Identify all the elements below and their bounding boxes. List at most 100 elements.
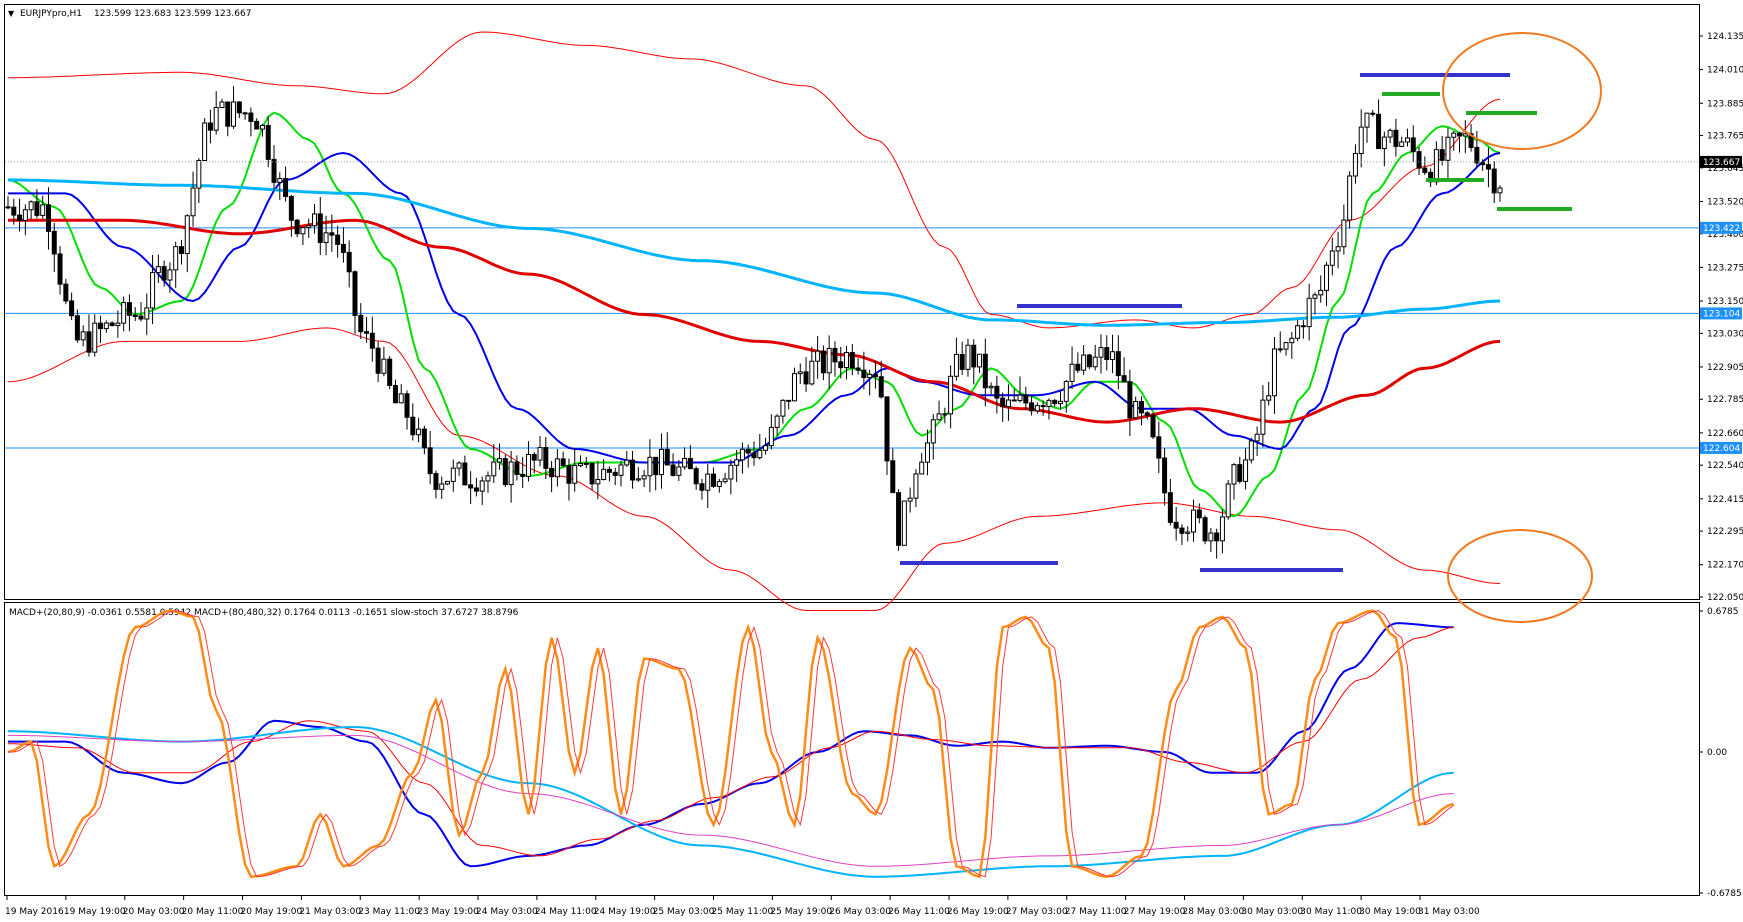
candle-body-bull xyxy=(381,358,387,374)
candle xyxy=(126,294,132,332)
price-tick-label: 122.660 xyxy=(1707,429,1743,439)
candle xyxy=(977,353,983,373)
candle xyxy=(225,101,231,137)
candle xyxy=(1358,109,1364,168)
candle-body-bull xyxy=(1329,250,1335,266)
candle xyxy=(641,470,647,488)
indicator-line-macd-fast-signal xyxy=(7,626,1454,857)
price-tick-label: 122.540 xyxy=(1707,461,1743,471)
time-tick-label: 23 May 11:00 xyxy=(358,907,420,917)
candle xyxy=(1086,353,1092,370)
candle xyxy=(69,292,75,321)
candle xyxy=(774,414,780,436)
candle-body-bear xyxy=(1393,129,1399,147)
current-price-marker: 123.667 xyxy=(5,155,1742,168)
candle xyxy=(1167,478,1173,526)
candle xyxy=(387,356,393,390)
candle xyxy=(1335,232,1341,269)
candle xyxy=(1468,123,1474,152)
candle-body-bull xyxy=(647,456,653,477)
candle xyxy=(1063,379,1069,413)
candle-body-bull xyxy=(202,122,208,162)
candle-body-bear xyxy=(364,331,370,334)
candle xyxy=(1104,335,1110,371)
candle xyxy=(780,399,786,424)
time-tick-label: 30 May 19:00 xyxy=(1359,907,1421,917)
candle-body-bear xyxy=(1202,517,1208,542)
candle xyxy=(398,384,404,404)
candle xyxy=(254,118,260,130)
annotations xyxy=(900,32,1602,623)
candle-body-bull xyxy=(323,232,329,244)
time-tick-label: 25 May 03:00 xyxy=(653,907,715,917)
current-price-label: 123.667 xyxy=(1703,158,1740,168)
candle xyxy=(844,346,850,380)
candle-body-bear xyxy=(653,456,659,476)
candle xyxy=(878,360,884,399)
candle xyxy=(635,467,641,482)
candle xyxy=(462,455,468,486)
candle xyxy=(942,407,948,424)
candle-body-bull xyxy=(416,428,422,436)
candle-body-bear xyxy=(207,122,213,131)
candle-body-bull xyxy=(953,353,959,377)
candle-body-bear xyxy=(890,460,896,494)
candle xyxy=(63,278,69,305)
candle-body-bear xyxy=(17,214,23,221)
candle xyxy=(601,459,607,481)
candle xyxy=(202,118,208,162)
candle-body-bull xyxy=(196,160,202,189)
candle xyxy=(566,458,572,501)
candle-body-bull xyxy=(676,466,682,476)
candle-body-bull xyxy=(1017,394,1023,402)
candle xyxy=(1381,131,1387,167)
candle-body-bull xyxy=(1306,297,1312,328)
candle xyxy=(340,227,346,263)
candle xyxy=(1069,346,1075,390)
candle xyxy=(1150,413,1156,440)
candle-body-bull xyxy=(485,475,491,482)
candle-body-bull xyxy=(1451,132,1457,138)
candle xyxy=(1011,388,1017,402)
candle xyxy=(896,489,902,551)
candle xyxy=(404,390,410,430)
candle-body-bull xyxy=(948,375,954,415)
candle-body-bull xyxy=(1260,399,1266,435)
candle-body-bear xyxy=(884,396,890,462)
candle-body-bear xyxy=(1156,436,1162,459)
candle-body-bull xyxy=(965,344,971,370)
candle-body-bear xyxy=(1277,348,1283,351)
candle xyxy=(1457,132,1463,153)
candle-body-bull xyxy=(930,419,936,444)
candle xyxy=(1144,411,1150,420)
time-tick-label: 27 May 19:00 xyxy=(1124,907,1186,917)
candle-body-bear xyxy=(11,206,17,216)
candle-body-bull xyxy=(1046,399,1052,408)
candle xyxy=(1034,402,1040,414)
candle-body-bear xyxy=(531,453,537,461)
candle-body-bull xyxy=(1092,356,1098,368)
candle-body-bull xyxy=(497,458,503,463)
candle xyxy=(589,462,595,491)
candle xyxy=(1277,331,1283,353)
candle-body-bull xyxy=(641,475,647,480)
candle-body-bull xyxy=(1081,354,1087,371)
candle-body-bear xyxy=(589,462,595,485)
candle xyxy=(508,450,514,503)
candle-body-bull xyxy=(173,246,179,271)
candle-body-bear xyxy=(942,413,948,416)
candle-body-bear xyxy=(1029,402,1035,412)
candle-body-bear xyxy=(502,458,508,486)
candle-body-bull xyxy=(1254,433,1260,442)
candle xyxy=(456,461,462,476)
candle-body-bull xyxy=(716,481,722,487)
candle-body-bear xyxy=(317,213,323,244)
candle xyxy=(1283,342,1289,356)
candle xyxy=(1185,526,1191,542)
candle xyxy=(294,218,300,238)
price-tick-label: 122.905 xyxy=(1707,363,1743,373)
level-price-label: 123.422 xyxy=(1703,224,1740,234)
candle xyxy=(497,443,503,470)
candlesticks xyxy=(5,86,1503,559)
